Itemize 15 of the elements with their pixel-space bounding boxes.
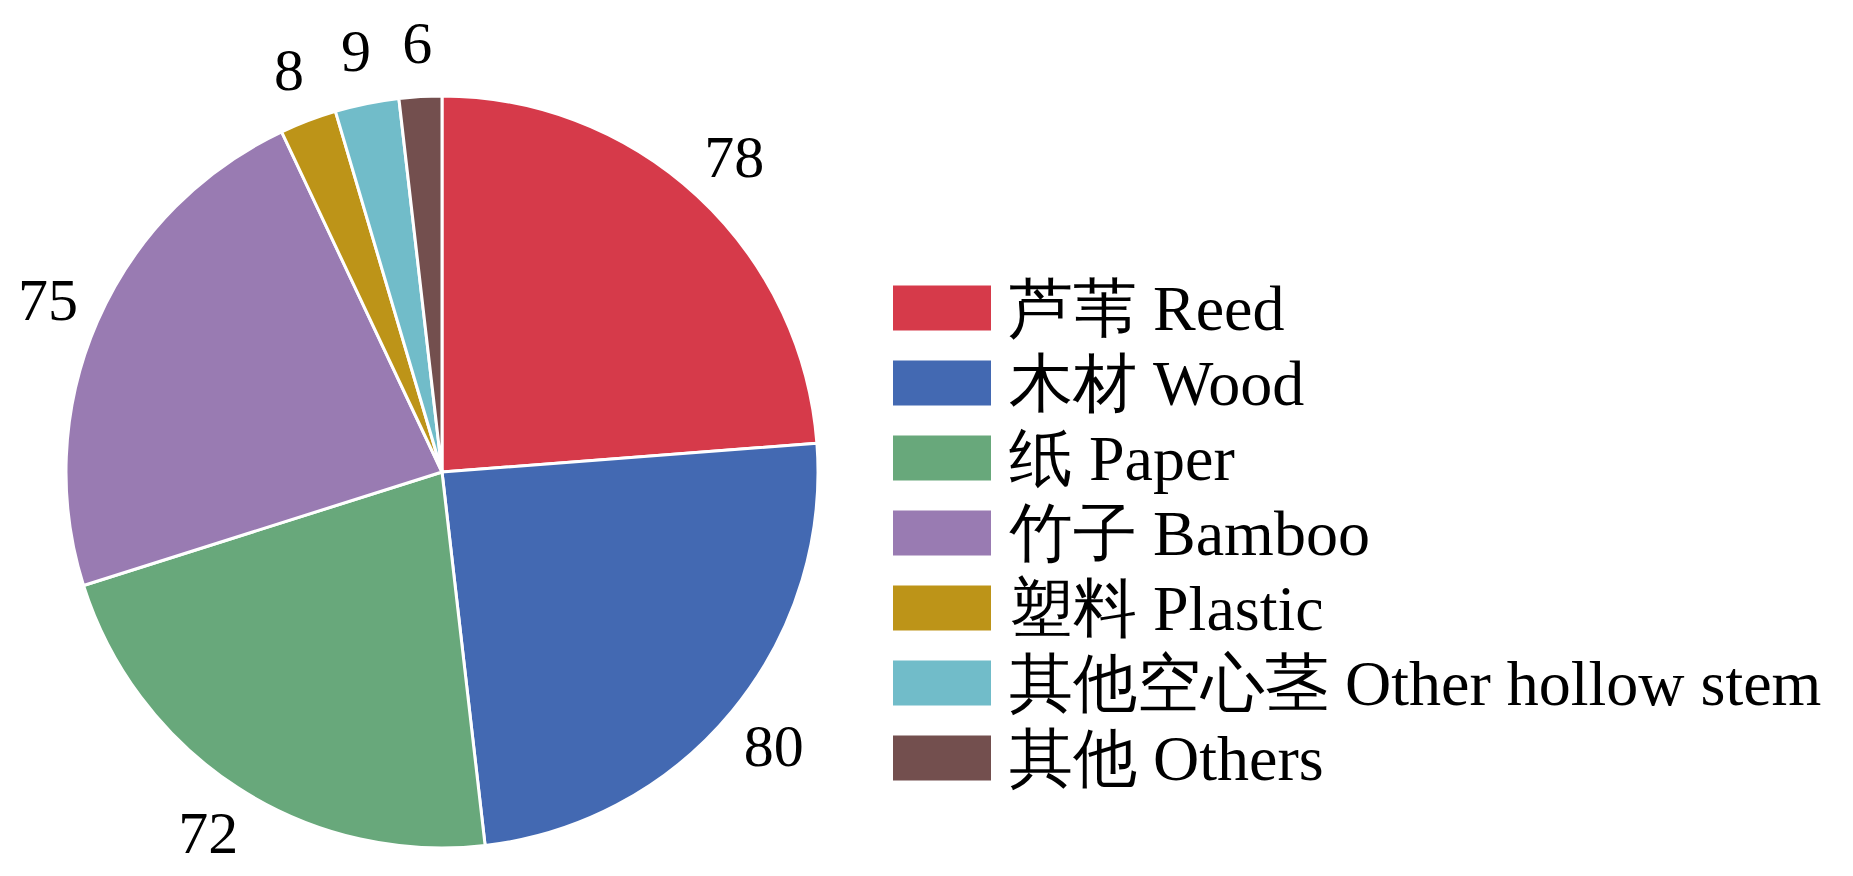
data-label: 8 xyxy=(273,37,304,104)
legend-label: 木材 Wood xyxy=(1009,347,1305,419)
data-label: 78 xyxy=(704,123,765,190)
data-label: 75 xyxy=(17,266,78,333)
data-label: 6 xyxy=(402,9,433,76)
data-label: 80 xyxy=(743,712,804,779)
data-label: 9 xyxy=(341,17,372,84)
legend-label: 竹子 Bamboo xyxy=(1009,497,1370,569)
legend-label: 塑料 Plastic xyxy=(1009,572,1324,644)
legend-label: 其他空心茎 Other hollow stem xyxy=(1009,647,1822,719)
legend-label: 纸 Paper xyxy=(1009,422,1235,494)
legend-label: 其他 Others xyxy=(1009,722,1324,794)
pie: 78 80 72 75 8 9 6 xyxy=(17,9,819,866)
legend-label: 芦苇 Reed xyxy=(1009,272,1285,344)
data-label: 72 xyxy=(178,799,239,866)
